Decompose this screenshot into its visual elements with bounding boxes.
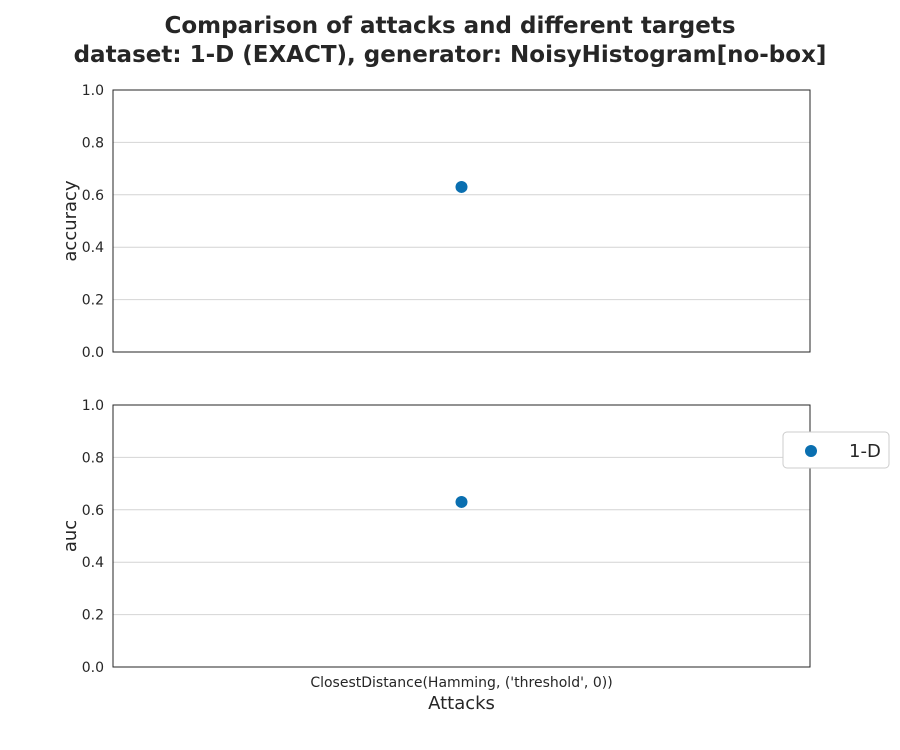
panel-accuracy: 0.0 0.2 0.4 0.6 0.8 1.0 accuracy: [60, 83, 811, 361]
chart-title-line-1: Comparison of attacks and different targ…: [164, 13, 735, 39]
panel-auc: 0.0 0.2 0.4 0.6 0.8 1.0 auc: [60, 398, 811, 676]
legend-marker: [805, 445, 817, 457]
data-point: [455, 495, 468, 508]
y-tick-label: 0.0: [82, 345, 104, 361]
y-tick-label: 0.8: [82, 450, 104, 466]
y-axis-label: accuracy: [60, 180, 81, 262]
chart-title: Comparison of attacks and different targ…: [74, 13, 827, 68]
y-tick-label: 0.8: [82, 135, 104, 151]
legend-label: 1-D: [849, 441, 881, 462]
y-tick-label: 0.4: [82, 555, 104, 571]
x-axis-label: Attacks: [428, 693, 495, 714]
y-tick-label: 0.0: [82, 660, 104, 676]
legend: 1-D: [782, 431, 890, 469]
plot-frame: [112, 89, 811, 353]
y-tick-label: 1.0: [82, 398, 104, 414]
chart-title-line-2: dataset: 1-D (EXACT), generator: NoisyHi…: [74, 42, 827, 68]
y-tick-label: 0.2: [82, 608, 104, 624]
panels: 0.00.20.40.60.81.0accuracy0.00.20.40.60.…: [60, 83, 811, 676]
y-tick-label: 0.2: [82, 293, 104, 309]
y-tick-label: 0.4: [82, 240, 104, 256]
y-axis-label: auc: [60, 520, 81, 552]
y-tick-label: 0.6: [82, 503, 104, 519]
x-axis: ClosestDistance(Hamming, ('threshold', 0…: [310, 675, 612, 714]
y-tick-label: 1.0: [82, 83, 104, 99]
plot-frame: [112, 404, 811, 668]
y-tick-label: 0.6: [82, 188, 104, 204]
x-tick-label: ClosestDistance(Hamming, ('threshold', 0…: [310, 675, 612, 691]
data-point: [455, 180, 468, 193]
legend-box: [782, 431, 890, 469]
